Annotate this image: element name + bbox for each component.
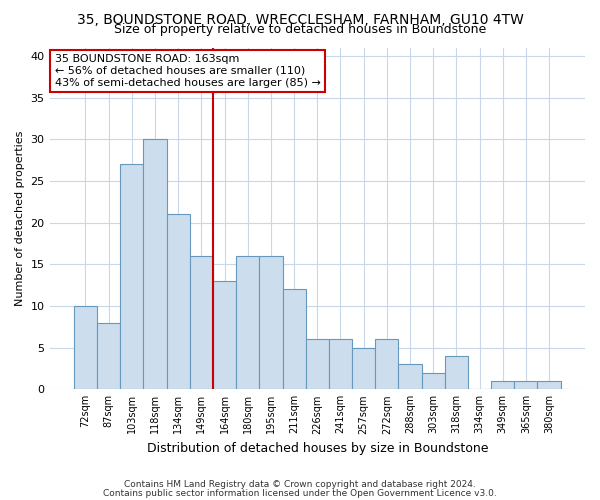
- Bar: [120, 164, 143, 390]
- Text: Contains HM Land Registry data © Crown copyright and database right 2024.: Contains HM Land Registry data © Crown c…: [124, 480, 476, 489]
- Bar: [74, 306, 97, 390]
- Bar: [352, 348, 375, 390]
- Bar: [283, 290, 305, 390]
- Bar: [514, 381, 538, 390]
- Y-axis label: Number of detached properties: Number of detached properties: [15, 130, 25, 306]
- Bar: [491, 381, 514, 390]
- Bar: [167, 214, 190, 390]
- X-axis label: Distribution of detached houses by size in Boundstone: Distribution of detached houses by size …: [146, 442, 488, 455]
- Text: 35 BOUNDSTONE ROAD: 163sqm
← 56% of detached houses are smaller (110)
43% of sem: 35 BOUNDSTONE ROAD: 163sqm ← 56% of deta…: [55, 54, 321, 88]
- Bar: [143, 139, 167, 390]
- Bar: [538, 381, 560, 390]
- Bar: [236, 256, 259, 390]
- Text: 35, BOUNDSTONE ROAD, WRECCLESHAM, FARNHAM, GU10 4TW: 35, BOUNDSTONE ROAD, WRECCLESHAM, FARNHA…: [77, 12, 523, 26]
- Bar: [375, 340, 398, 390]
- Bar: [259, 256, 283, 390]
- Bar: [445, 356, 468, 390]
- Bar: [213, 281, 236, 390]
- Bar: [97, 322, 120, 390]
- Bar: [329, 340, 352, 390]
- Bar: [422, 372, 445, 390]
- Bar: [305, 340, 329, 390]
- Bar: [190, 256, 213, 390]
- Text: Size of property relative to detached houses in Boundstone: Size of property relative to detached ho…: [114, 22, 486, 36]
- Text: Contains public sector information licensed under the Open Government Licence v3: Contains public sector information licen…: [103, 488, 497, 498]
- Bar: [398, 364, 422, 390]
